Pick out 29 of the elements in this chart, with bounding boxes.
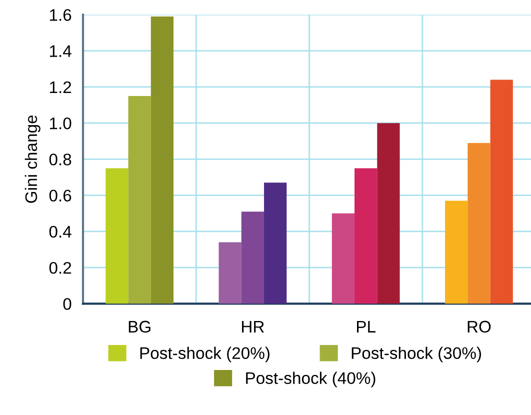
bar: [377, 123, 400, 304]
y-tick-label: 0.8: [49, 154, 72, 166]
legend-label: Post-shock (30%): [352, 346, 481, 362]
bar: [264, 182, 287, 304]
x-tick-label: PL: [357, 320, 376, 332]
y-tick-label: 0.4: [49, 226, 72, 238]
x-tick-label: BG: [128, 320, 150, 333]
bar: [150, 16, 174, 304]
bar: [241, 212, 264, 304]
y-tick-label: 0.2: [49, 262, 72, 274]
y-tick-label: 0.6: [49, 190, 72, 202]
y-tick-label: 1.2: [50, 81, 72, 93]
bar: [128, 96, 151, 304]
x-tick-label: RO: [468, 320, 491, 333]
bar: [490, 80, 513, 304]
legend-label: Post-shock (40%): [246, 372, 376, 388]
y-tick-label: 0: [63, 298, 72, 310]
y-tick-label: 1.6: [50, 9, 72, 21]
x-tick-label: HR: [242, 320, 264, 332]
bar: [218, 242, 242, 304]
bar: [106, 168, 128, 304]
y-tick-label: 1.4: [50, 45, 72, 57]
bar: [468, 142, 490, 304]
bar: [354, 168, 378, 304]
legend-label: Post-shock (20%): [140, 346, 270, 362]
y-tick-label: 1.0: [50, 117, 72, 130]
bar: [332, 213, 355, 304]
bar: [445, 200, 468, 304]
y-axis-title: Gini change: [24, 115, 40, 203]
